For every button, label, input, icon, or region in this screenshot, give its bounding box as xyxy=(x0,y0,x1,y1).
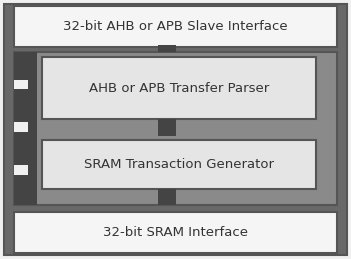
Bar xyxy=(14,122,28,132)
Bar xyxy=(14,165,28,175)
Bar xyxy=(14,52,337,205)
Bar xyxy=(158,189,176,205)
Bar xyxy=(14,80,28,89)
Bar xyxy=(158,45,176,52)
Bar xyxy=(14,6,337,47)
Bar xyxy=(14,52,37,205)
Bar xyxy=(14,212,337,253)
Text: 32-bit AHB or APB Slave Interface: 32-bit AHB or APB Slave Interface xyxy=(63,20,288,33)
Bar xyxy=(42,57,316,119)
Text: AHB or APB Transfer Parser: AHB or APB Transfer Parser xyxy=(89,82,269,95)
Text: SRAM Transaction Generator: SRAM Transaction Generator xyxy=(84,158,274,171)
Bar xyxy=(42,140,316,189)
Bar xyxy=(158,119,176,136)
Text: 32-bit SRAM Interface: 32-bit SRAM Interface xyxy=(103,226,248,239)
